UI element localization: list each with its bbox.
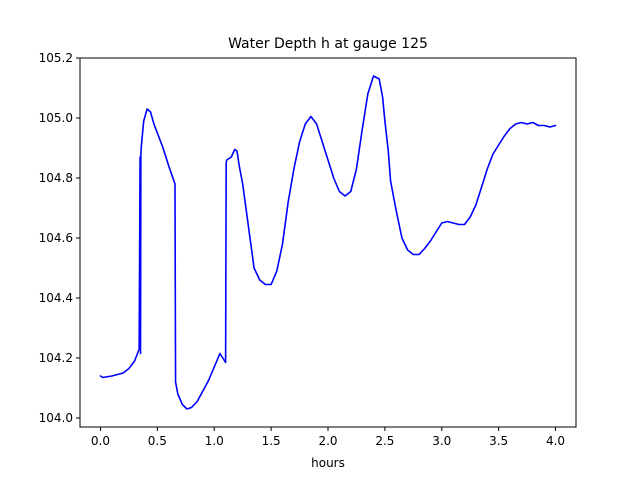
- x-tick-label: 0.0: [91, 434, 110, 448]
- series-line-0: [99, 75, 557, 410]
- x-tick-label: 0.5: [148, 434, 167, 448]
- x-tick-label: 4.0: [546, 434, 565, 448]
- x-tick-label: 1.5: [262, 434, 281, 448]
- plot-area: [99, 75, 557, 410]
- y-tick-label: 104.2: [39, 351, 73, 365]
- y-axis: 104.0 104.2 104.4 104.6 104.8 105.0 105.2: [39, 51, 80, 425]
- y-tick-label: 105.2: [39, 51, 73, 65]
- x-tick-label: 3.0: [432, 434, 451, 448]
- y-tick-label: 105.0: [39, 111, 73, 125]
- y-tick-label: 104.6: [39, 231, 73, 245]
- y-tick-label: 104.4: [39, 291, 73, 305]
- x-tick-label: 3.5: [489, 434, 508, 448]
- x-axis-label: hours: [311, 456, 345, 470]
- x-tick-label: 2.5: [375, 434, 394, 448]
- x-tick-label: 2.0: [318, 434, 337, 448]
- x-axis: 0.0 0.5 1.0 1.5 2.0 2.5 3.0 3.5 4.0: [91, 427, 565, 448]
- y-tick-label: 104.8: [39, 171, 73, 185]
- chart-title: Water Depth h at gauge 125: [228, 36, 428, 52]
- y-tick-label: 104.0: [39, 411, 73, 425]
- x-tick-label: 1.0: [205, 434, 224, 448]
